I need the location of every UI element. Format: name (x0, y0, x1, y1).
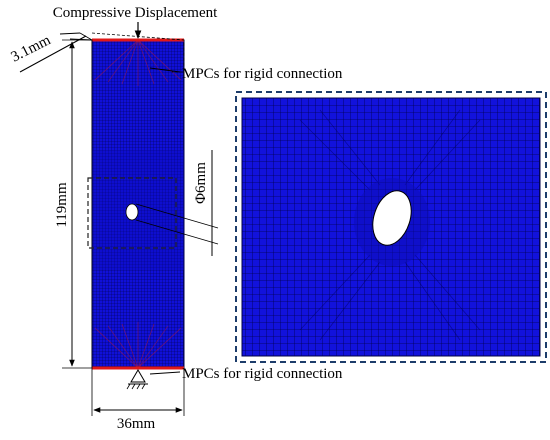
hole-zoom-region (87, 177, 177, 249)
hole-ext-bottom (135, 219, 219, 245)
mpc-bottom-leader (149, 371, 181, 375)
hole-ext-top (135, 203, 219, 229)
width-label: 36mm (117, 416, 156, 432)
thickness-face (79, 32, 93, 368)
load-label: Compressive Displacement (53, 5, 218, 21)
mpc-top-label: MPCs for rigid connection (182, 66, 343, 82)
pin-support-icon (126, 369, 148, 390)
length-label: 119mm (54, 182, 70, 228)
zoom-hole (372, 190, 412, 246)
specimen-hole (125, 203, 139, 221)
thickness-tick-a (59, 32, 81, 35)
thickness-label: 3.1mm (9, 32, 54, 66)
mpc-bottom-fan (94, 322, 182, 369)
thickness-dim-line (19, 35, 87, 73)
mpc-bottom-label: MPCs for rigid connection (182, 366, 343, 382)
zoom-panel (235, 91, 547, 363)
specimen-strip (91, 38, 185, 370)
hole-diameter-label: Φ6mm (193, 162, 209, 204)
mpc-top-leader (149, 67, 181, 73)
mpc-top-fan (94, 39, 182, 86)
